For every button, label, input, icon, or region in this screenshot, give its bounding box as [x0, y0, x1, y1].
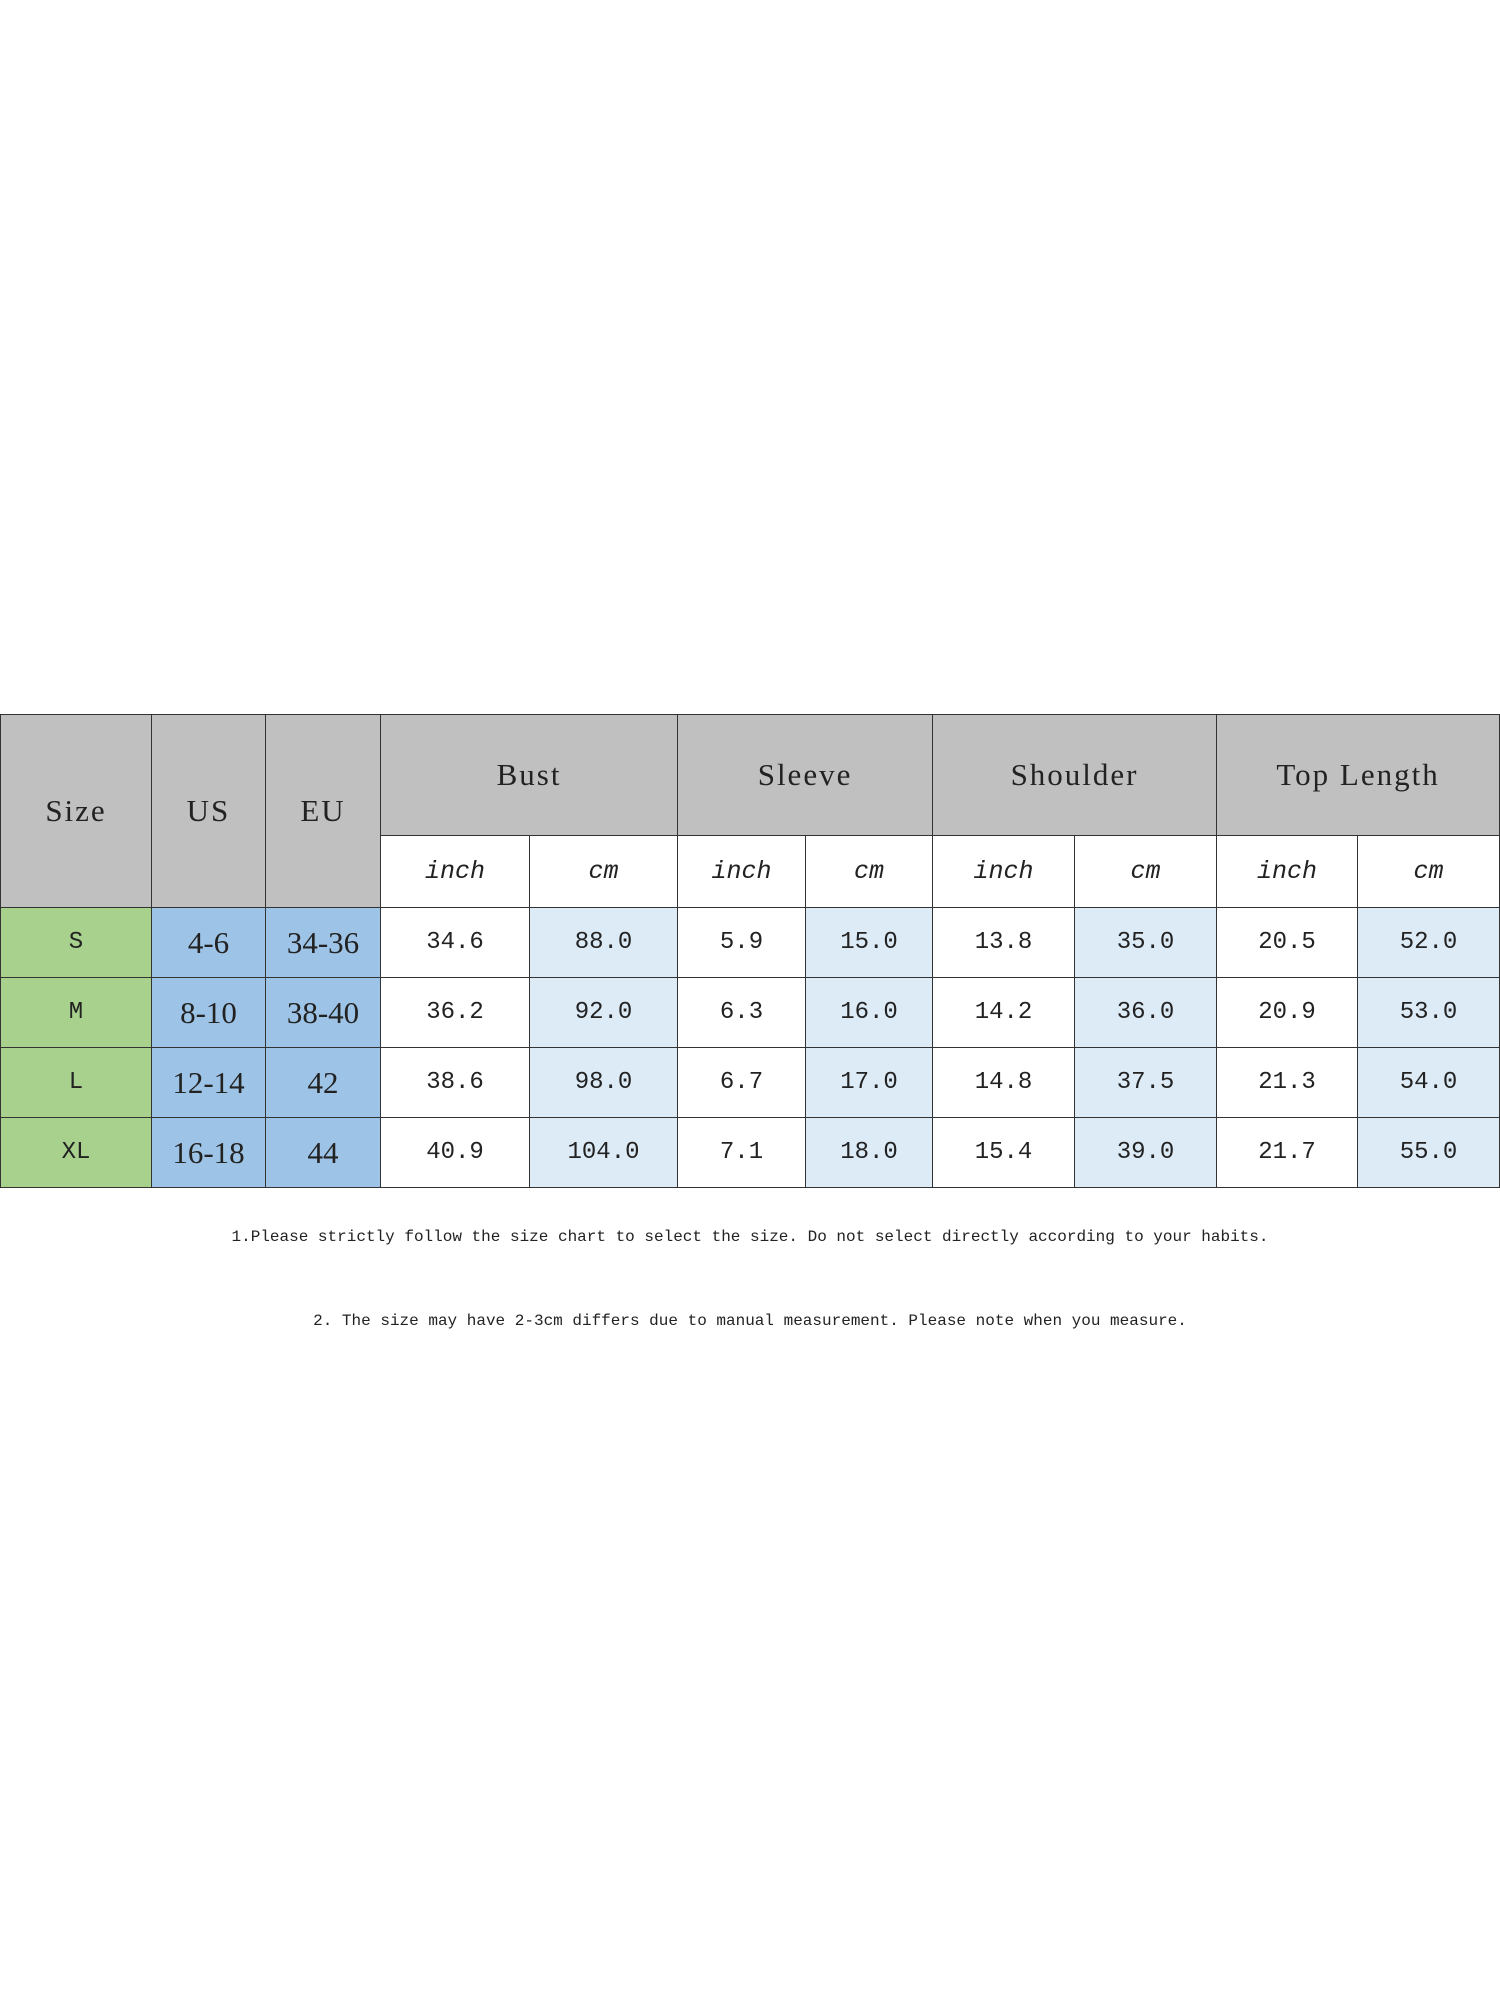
unit-header: cm: [1074, 835, 1218, 908]
cell: 18.0: [805, 1117, 934, 1188]
unit-header: inch: [1216, 835, 1359, 908]
cell: 20.9: [1216, 977, 1359, 1048]
unit-header: inch: [932, 835, 1076, 908]
cell: 16-18: [151, 1117, 266, 1188]
cell: 36.2: [380, 977, 530, 1048]
unit-header: inch: [677, 835, 807, 908]
cell: 35.0: [1074, 907, 1218, 978]
cell: 13.8: [932, 907, 1076, 978]
group-header: Shoulder: [932, 714, 1218, 836]
cell: 40.9: [380, 1117, 530, 1188]
cell: M: [0, 977, 152, 1048]
cell: 36.0: [1074, 977, 1218, 1048]
cell: 52.0: [1357, 907, 1500, 978]
unit-header: cm: [1357, 835, 1500, 908]
cell: 44: [265, 1117, 381, 1188]
cell: 38-40: [265, 977, 381, 1048]
cell: 98.0: [528, 1047, 679, 1118]
data-row: S 4-6 34-36 34.6 88.0 5.9 15.0 13.8 35.0 20.5 52.0: [0, 907, 1500, 978]
unit-row: inch cm inch cm inch cm inch cm: [1, 835, 1500, 908]
cell: 14.8: [932, 1047, 1076, 1118]
cell: XL: [0, 1117, 152, 1188]
header-cell: US: [151, 714, 266, 908]
data-row: XL 16-18 44 40.9 104.0 7.1 18.0 15.4 39.0 21.7 55.…: [0, 1117, 1500, 1188]
cell: 6.3: [677, 977, 807, 1048]
unit-header: cm: [805, 835, 934, 908]
cell: 16.0: [805, 977, 934, 1048]
note: 2. The size may have 2-3cm differs due t…: [313, 1312, 1187, 1330]
cell: 104.0: [528, 1117, 679, 1188]
header-cell: Size: [0, 714, 152, 908]
cell: 4-6: [151, 907, 266, 978]
header-row: Size US EU Bust Sleeve Shoulder Top Length: [0, 714, 1500, 908]
group-header: Sleeve: [677, 714, 934, 836]
cell: L: [0, 1047, 152, 1118]
cell: 15.0: [805, 907, 934, 978]
cell: 42: [265, 1047, 381, 1118]
cell: 6.7: [677, 1047, 807, 1118]
cell: 53.0: [1357, 977, 1500, 1048]
cell: S: [0, 907, 152, 978]
cell: 20.5: [1216, 907, 1359, 978]
cell: 38.6: [380, 1047, 530, 1118]
group-header: Bust: [379, 714, 679, 836]
cell: 34.6: [380, 907, 530, 978]
data-row: M 8-10 38-40 36.2 92.0 6.3 16.0 14.2 36.0 20.9 53.…: [0, 977, 1500, 1048]
group-header: Top Length: [1216, 714, 1500, 836]
cell: 17.0: [805, 1047, 934, 1118]
unit-header: inch: [380, 835, 530, 908]
cell: 21.7: [1216, 1117, 1359, 1188]
cell: 37.5: [1074, 1047, 1218, 1118]
note: 1.Please strictly follow the size chart …: [231, 1228, 1269, 1246]
cell: 54.0: [1357, 1047, 1500, 1118]
cell: 92.0: [528, 977, 679, 1048]
cell: 15.4: [932, 1117, 1076, 1188]
data-row: L 12-14 42 38.6 98.0 6.7 17.0 14.8 37.5 21.3 54.0: [0, 1047, 1500, 1118]
table-body: S 4-6 34-36 34.6 88.0 5.9 15.0 13.8 35.0 20.5 52.0…: [0, 907, 1500, 1188]
cell: 14.2: [932, 977, 1076, 1048]
size-table: Size US EU Bust Sleeve Shoulder Top Length …: [0, 714, 1500, 1188]
cell: 55.0: [1357, 1117, 1500, 1188]
cell: 12-14: [151, 1047, 266, 1118]
cell: 7.1: [677, 1117, 807, 1188]
cell: 88.0: [528, 907, 679, 978]
cell: 34-36: [265, 907, 381, 978]
header-cell: EU: [265, 714, 381, 908]
cell: 5.9: [677, 907, 807, 978]
cell: 8-10: [151, 977, 266, 1048]
unit-header: cm: [528, 835, 679, 908]
cell: 21.3: [1216, 1047, 1359, 1118]
cell: 39.0: [1074, 1117, 1218, 1188]
